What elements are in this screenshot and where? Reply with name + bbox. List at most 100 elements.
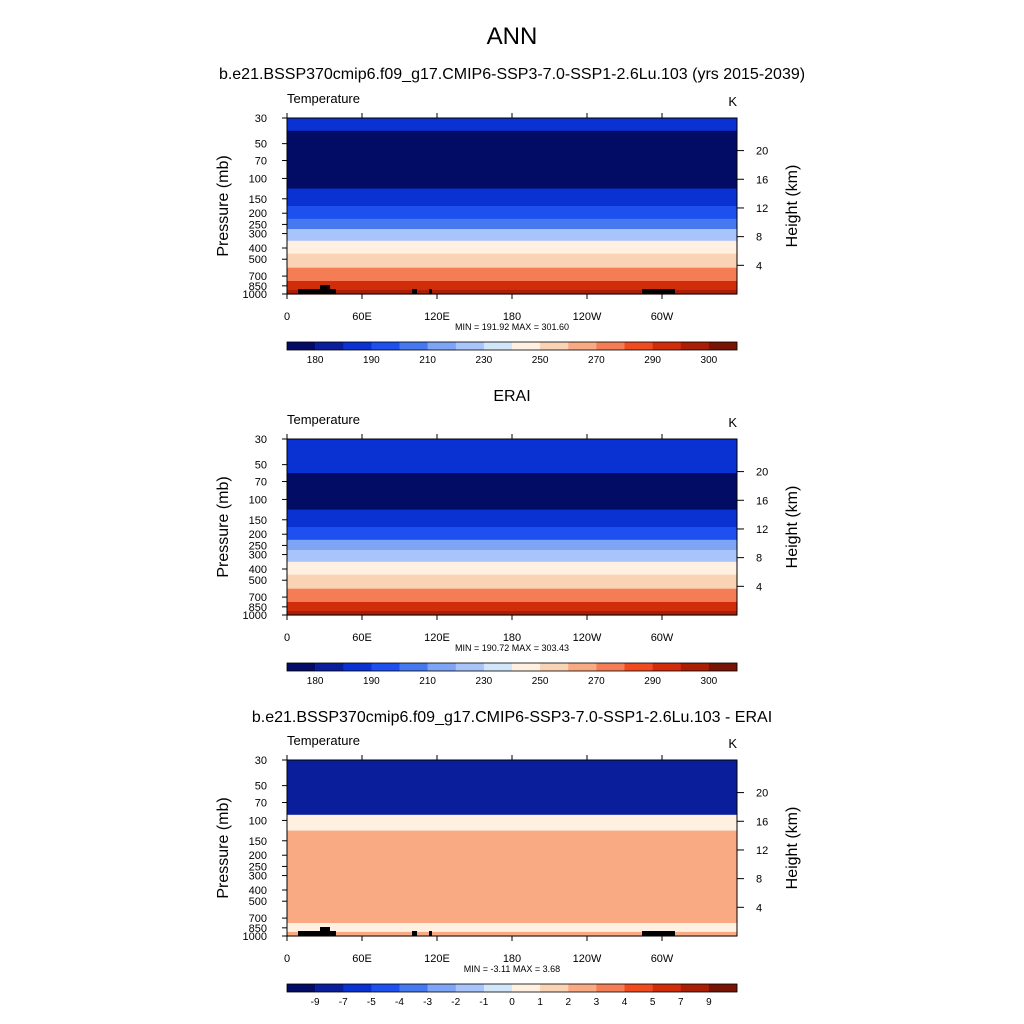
colorbar-swatch [315, 342, 344, 350]
colorbar-swatch [540, 342, 569, 350]
y-right-tick-label: 16 [756, 174, 768, 186]
y-tick-label: 50 [255, 460, 267, 472]
variable-label: Temperature [287, 91, 360, 106]
colorbar-label: 210 [419, 355, 436, 366]
colorbar-label: 190 [363, 676, 380, 687]
colorbar-label: -9 [311, 997, 320, 1008]
colorbar-swatch [427, 984, 456, 992]
y-tick-label: 700 [249, 592, 267, 604]
contour-band [287, 888, 737, 911]
colorbar-swatch [512, 342, 541, 350]
colorbar-swatch [287, 984, 316, 992]
x-tick-label: 120E [424, 953, 450, 965]
y-tick-label: 30 [255, 434, 267, 446]
x-tick-label: 60E [352, 311, 372, 323]
colorbar-swatch [540, 984, 569, 992]
y-tick-label: 250 [249, 861, 267, 873]
contour-band [287, 118, 737, 132]
y-tick-label: 200 [249, 208, 267, 220]
x-tick-label: 180 [503, 632, 521, 644]
x-tick-label: 120E [424, 311, 450, 323]
y-right-tick-label: 8 [756, 232, 762, 244]
colorbar-swatch [455, 984, 485, 992]
colorbar-swatch [652, 342, 681, 350]
contour-band [287, 858, 737, 889]
colorbar-swatch [371, 984, 400, 992]
y-tick-label: 1000 [243, 931, 267, 943]
contour-band [287, 610, 737, 616]
terrain-mask [412, 289, 417, 294]
contour-band [287, 188, 737, 207]
contour-band [287, 550, 737, 563]
panel-1: b.e21.BSSP370cmip6.f09_g17.CMIP6-SSP3-7.… [215, 66, 805, 366]
y-axis-right-label: Height (km) [784, 165, 801, 248]
colorbar-label: -2 [451, 997, 460, 1008]
contour-band [287, 509, 737, 528]
colorbar-label: 230 [476, 676, 493, 687]
colorbar-swatch [596, 663, 625, 671]
contour-band [287, 206, 737, 220]
colorbar-label: 250 [532, 676, 549, 687]
colorbar-swatch [315, 663, 344, 671]
contour-band [287, 602, 737, 612]
colorbar-swatch [540, 663, 569, 671]
y-tick-label: 850 [249, 602, 267, 614]
x-tick-label: 60E [352, 632, 372, 644]
y-tick-label: 500 [249, 254, 267, 266]
colorbar-swatch [708, 984, 738, 992]
colorbar-label: 0 [509, 997, 515, 1008]
y-tick-label: 700 [249, 271, 267, 283]
colorbar-label: 190 [363, 355, 380, 366]
colorbar-swatch [399, 663, 428, 671]
contour-band [287, 490, 737, 511]
y-right-tick-label: 12 [756, 845, 768, 857]
y-tick-label: 500 [249, 896, 267, 908]
y-tick-label: 70 [255, 798, 267, 810]
y-tick-label: 30 [255, 755, 267, 767]
colorbar-swatch [483, 342, 513, 350]
panel-2: ERAI Temperature K 0 60E 120E 180 120W 60W 30 50 70… [215, 388, 801, 687]
y-tick-label: 500 [249, 575, 267, 587]
colorbar-label: 5 [650, 997, 656, 1008]
colorbar-frame [286, 662, 738, 672]
terrain-mask [429, 931, 432, 936]
y-tick-label: 50 [255, 139, 267, 151]
y-tick-label: 300 [249, 550, 267, 562]
units-label: K [728, 736, 737, 751]
colorbar-swatch [343, 342, 372, 350]
contour-band [287, 229, 737, 242]
contour-band [287, 451, 737, 474]
y-tick-label: 150 [249, 194, 267, 206]
contour-band [287, 527, 737, 541]
colorbar-label: 300 [701, 355, 718, 366]
y-right-tick-label: 20 [756, 788, 768, 800]
x-tick-label: 60E [352, 953, 372, 965]
colorbar-label: 270 [588, 355, 605, 366]
y-tick-label: 70 [255, 156, 267, 168]
y-axis-label: Pressure (mb) [215, 476, 232, 577]
y-right-tick-label: 4 [756, 581, 762, 593]
contour-band [287, 130, 737, 153]
contour-band [287, 152, 737, 171]
colorbar-swatch [455, 342, 485, 350]
x-tick-label: 180 [503, 311, 521, 323]
y-tick-label: 100 [249, 494, 267, 506]
x-tick-label: 60W [651, 632, 674, 644]
colorbar-swatch [624, 342, 653, 350]
contour-band [287, 814, 737, 832]
colorbar-swatch [315, 984, 344, 992]
contour-band [287, 772, 737, 798]
terrain-mask [412, 931, 417, 936]
colorbar-swatch [680, 663, 710, 671]
y-tick-label: 1000 [243, 610, 267, 622]
y-tick-label: 300 [249, 871, 267, 883]
terrain-mask [298, 931, 336, 936]
y-right-tick-label: 4 [756, 260, 762, 272]
contour-band [287, 574, 737, 590]
y-axis-right-label: Height (km) [784, 807, 801, 890]
contour-band [287, 218, 737, 230]
colorbar-swatch [708, 663, 738, 671]
colorbar-swatch [399, 984, 428, 992]
colorbar-label: 230 [476, 355, 493, 366]
colorbar-swatch [708, 342, 738, 350]
